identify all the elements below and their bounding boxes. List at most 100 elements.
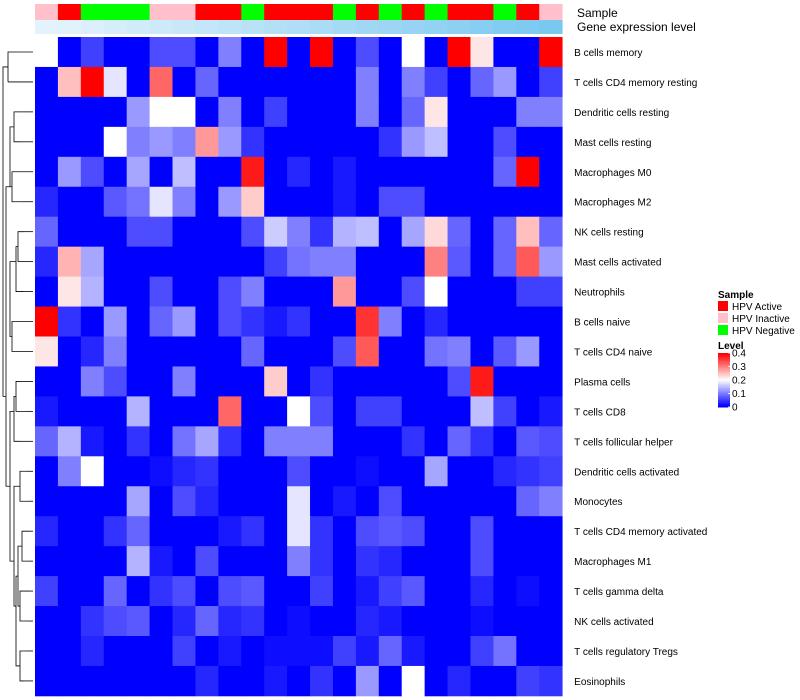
heatmap-cell — [470, 336, 494, 367]
heatmap-cell — [35, 576, 59, 607]
heatmap-cell — [80, 216, 105, 248]
heatmap-cell — [241, 306, 265, 337]
heatmap-cell — [332, 66, 357, 98]
heatmap-cell — [332, 665, 357, 697]
heatmap-cell — [80, 186, 105, 218]
heatmap-cell — [149, 336, 173, 367]
heatmap-cell — [172, 516, 196, 547]
legend-level-gradient-step — [718, 380, 730, 382]
heatmap-cell — [424, 456, 448, 487]
heatmap-cell — [126, 216, 150, 248]
heatmap-cells — [35, 37, 563, 697]
heatmap-cell — [172, 366, 196, 397]
heatmap-cell — [310, 96, 334, 128]
heatmap-cell — [80, 276, 105, 307]
sample-annotation-cell — [172, 4, 196, 20]
gene-expression-annotation-cell — [310, 20, 334, 34]
heatmap-cell — [378, 665, 403, 697]
heatmap-cell — [241, 486, 265, 517]
heatmap-cell — [218, 37, 242, 68]
heatmap-cell — [310, 576, 334, 607]
heatmap-cell — [195, 37, 219, 68]
heatmap-cell — [493, 426, 517, 457]
heatmap-cell — [355, 96, 380, 128]
legend-level-gradient-step — [718, 374, 730, 377]
heatmap-cell — [332, 366, 357, 397]
heatmap-cell — [424, 66, 448, 98]
heatmap-cell — [80, 486, 105, 517]
heatmap-cell — [80, 306, 105, 337]
heatmap-cell — [355, 456, 380, 487]
heatmap-cell — [195, 486, 219, 517]
heatmap-cell — [378, 66, 403, 98]
heatmap-cell — [310, 456, 334, 487]
heatmap-cell — [447, 396, 471, 427]
heatmap-cell — [355, 546, 380, 577]
heatmap-cell — [264, 216, 288, 248]
heatmap-cell — [287, 126, 311, 158]
heatmap-cell — [264, 66, 288, 98]
heatmap-cell — [241, 366, 265, 397]
heatmap-cell — [57, 336, 82, 367]
heatmap-cell — [172, 426, 196, 457]
heatmap-cell — [126, 276, 150, 307]
gene-expression-annotation-cell — [516, 20, 540, 34]
heatmap-cell — [218, 486, 242, 517]
heatmap-cell — [264, 366, 288, 397]
heatmap-cell — [539, 456, 563, 487]
heatmap-cell — [516, 516, 540, 547]
heatmap-cell — [516, 426, 540, 457]
heatmap-cell — [103, 246, 128, 277]
heatmap-cell — [103, 665, 128, 697]
heatmap-cell — [195, 216, 219, 248]
heatmap-cell — [355, 396, 380, 427]
heatmap-cell — [195, 186, 219, 218]
heatmap-cell — [103, 186, 128, 218]
legend-level-gradient-step — [718, 353, 730, 355]
heatmap-cell — [310, 276, 334, 307]
heatmap-cell — [447, 366, 471, 397]
gene-expression-annotation-cell — [332, 20, 357, 34]
heatmap-cell — [378, 276, 403, 307]
heatmap-cell — [424, 156, 448, 188]
dendrogram-branch — [11, 321, 14, 352]
heatmap-cell — [493, 96, 517, 128]
heatmap-cell — [310, 306, 334, 337]
sample-annotation-cell — [516, 4, 540, 20]
sample-annotation-cell — [401, 4, 426, 20]
sample-annotation-cell — [57, 4, 82, 20]
heatmap-cell — [310, 606, 334, 637]
dendrogram-branch — [13, 485, 20, 607]
legend-level-gradient-step — [718, 398, 730, 401]
row-label: Dendritic cells activated — [574, 467, 679, 478]
row-label: T cells regulatory Tregs — [574, 647, 678, 658]
heatmap-cell — [539, 186, 563, 218]
heatmap-cell — [516, 665, 540, 697]
gene-expression-annotation-cell — [149, 20, 173, 34]
heatmap-cell — [287, 606, 311, 637]
heatmap-cell — [424, 636, 448, 667]
heatmap-cell — [57, 96, 82, 128]
heatmap-cell — [241, 37, 265, 68]
heatmap-cell — [287, 665, 311, 697]
heatmap-cell — [447, 306, 471, 337]
heatmap-cell — [332, 156, 357, 188]
legend-level-gradient-step — [718, 367, 730, 370]
heatmap-cell — [103, 276, 128, 307]
heatmap-cell — [447, 576, 471, 607]
heatmap-cell — [470, 486, 494, 517]
dendrogram-branch — [15, 575, 20, 667]
heatmap-cell — [493, 216, 517, 248]
heatmap-cell — [264, 576, 288, 607]
heatmap-cell — [332, 126, 357, 158]
heatmap-cell — [401, 306, 426, 337]
heatmap-cell — [103, 396, 128, 427]
heatmap-cell — [218, 396, 242, 427]
heatmap-cell — [355, 156, 380, 188]
heatmap-cell — [516, 66, 540, 98]
sample-annotation-cell — [241, 4, 265, 20]
legend-level-gradient-step — [718, 389, 730, 392]
heatmap-cell — [35, 276, 59, 307]
legend-level-gradient-step — [718, 370, 730, 373]
